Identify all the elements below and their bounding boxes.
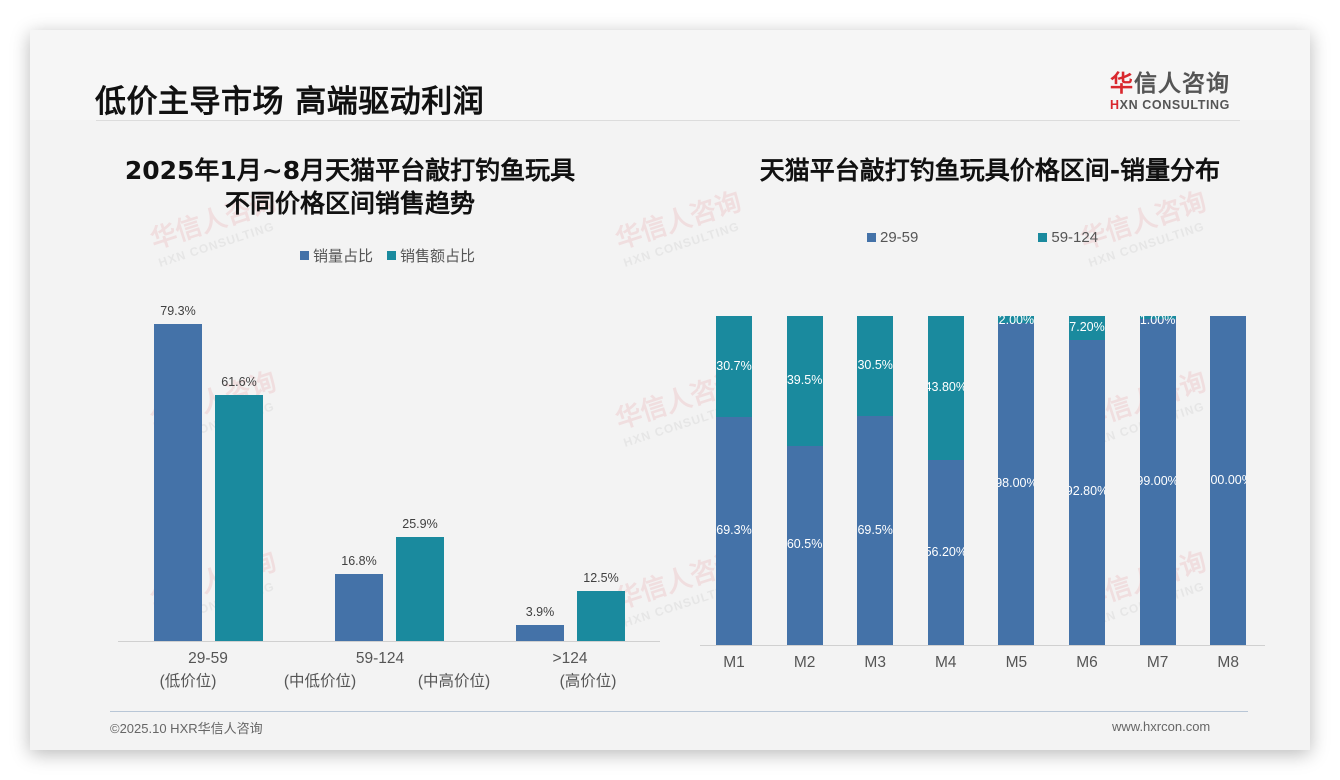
stacked-bar: 99.00% 1.00%: [1139, 316, 1176, 645]
bar-value-label: 79.3%: [160, 304, 196, 318]
segment-value-label: 1.00%: [1139, 316, 1176, 327]
legend-swatch-icon: [867, 233, 876, 242]
bar-value-label: 25.9%: [402, 517, 438, 532]
x-category-label: M5: [1005, 654, 1028, 671]
bar-revenue: [577, 591, 625, 641]
stacked-bar: 60.5% 39.5%: [786, 316, 823, 645]
x-category-label: >124: [552, 650, 588, 667]
bar-segment-59-124: [786, 316, 823, 446]
stacked-bar: 69.5% 30.5%: [857, 316, 894, 645]
legend-item-volume: 销量占比: [300, 245, 373, 266]
x-category-label: 59-124: [355, 650, 405, 667]
bar-volume: [335, 573, 383, 641]
bar-value-label: 16.8%: [341, 553, 377, 568]
legend-item-revenue: 销售额占比: [387, 245, 475, 266]
segment-value-label: 99.00%: [1139, 474, 1176, 489]
left-chart-title: 2025年1月~8月天猫平台敲打钓鱼玩具 不同价格区间销售趋势: [124, 156, 576, 218]
header-band: [30, 30, 1310, 120]
segment-value-label: 69.3%: [716, 523, 752, 537]
x-category-label: M2: [793, 654, 816, 671]
x-category-label: M7: [1146, 654, 1169, 671]
bar-segment-59-124: [857, 316, 894, 417]
footer-divider: [110, 711, 1248, 712]
segment-value-label: 30.7%: [716, 358, 752, 373]
segment-value-label: 7.20%: [1069, 319, 1105, 334]
segment-value-label: 100.00%: [1210, 472, 1246, 487]
segment-value-label: 56.20%: [927, 544, 964, 559]
slide: 华信人咨询 HXN CONSULTING 华信人咨询 HXN CONSULTING …: [30, 30, 1310, 750]
bar-segment-29-59: [786, 445, 823, 645]
x-category-label: 29-59: [188, 650, 228, 667]
page-title: 低价主导市场 高端驱动利润: [95, 84, 485, 120]
brand-logo: 华信人咨询 HXN CONSULTING: [1110, 71, 1230, 112]
bar-segment-59-124: [1069, 316, 1105, 340]
bar-segment-29-59: [716, 417, 752, 645]
x-category-sublabel: (中低价位): [283, 673, 357, 690]
left-chart-x-axis: [118, 641, 660, 642]
footer-copyright: ©2025.10 HXR华信人咨询: [110, 721, 263, 736]
legend-swatch-icon: [300, 251, 309, 260]
left-chart-legend: 销量占比 销售额占比: [300, 245, 475, 266]
bar-volume: [154, 324, 202, 641]
legend-swatch-icon: [387, 251, 397, 260]
x-category-label: M8: [1217, 654, 1239, 671]
segment-value-label: 98.00%: [998, 475, 1034, 490]
segment-value-label: 43.80%: [927, 380, 964, 395]
segment-value-label: 39.5%: [786, 372, 823, 387]
bar-segment-29-59: [857, 416, 894, 645]
x-category-label: M1: [723, 654, 745, 671]
x-category-label: M3: [864, 654, 886, 671]
legend-item-59-124: 59-124: [1038, 229, 1098, 246]
x-category-label: M4: [935, 654, 957, 671]
bar-segment-59-124: [716, 316, 752, 417]
bar-segment-59-124: [1139, 316, 1176, 320]
legend-item-29-59: 29-59: [867, 229, 918, 246]
x-category-sublabel: (低价位): [159, 673, 217, 690]
bar-revenue: [396, 537, 444, 641]
bar-value-label: 61.6%: [221, 374, 257, 389]
bar-segment-29-59: [1069, 339, 1105, 645]
right-chart-x-axis: [700, 645, 1265, 646]
stacked-bar: 100.00%: [1210, 316, 1247, 645]
bar-segment-59-124: [998, 316, 1035, 323]
bar-value-label: 12.5%: [583, 571, 619, 586]
segment-value-label: 2.00%: [998, 316, 1035, 327]
x-category-label: M6: [1076, 654, 1098, 671]
x-category-sublabel: (中高价位): [417, 673, 491, 690]
bar-segment-59-124: [927, 316, 964, 461]
stacked-bar: 69.3% 30.7%: [716, 316, 752, 645]
x-category-sublabel: (高价位): [559, 673, 617, 690]
footer-website[interactable]: www.hxrcon.com: [1112, 719, 1211, 734]
stacked-bar: 92.80% 7.20%: [1069, 316, 1105, 645]
segment-value-label: 92.80%: [1069, 484, 1105, 499]
bar-segment-29-59: [1139, 319, 1176, 645]
bar-volume: [516, 625, 564, 641]
bar-segment-29-59: [927, 460, 964, 645]
right-chart-legend: 29-59 59-124: [867, 229, 1098, 246]
legend-swatch-icon: [1038, 233, 1048, 242]
bar-segment-29-59: [998, 322, 1035, 645]
bar-value-label: 3.9%: [525, 605, 555, 620]
title-divider: [96, 120, 1240, 121]
segment-value-label: 60.5%: [786, 537, 823, 552]
right-chart-title: 天猫平台敲打钓鱼玩具价格区间-销量分布: [759, 156, 1221, 185]
bar-segment-29-59: [1210, 316, 1247, 645]
segment-value-label: 30.5%: [857, 358, 893, 373]
stacked-bar: 56.20% 43.80%: [927, 316, 964, 645]
stacked-bar: 98.00% 2.00%: [998, 316, 1035, 645]
bar-revenue: [215, 394, 263, 641]
segment-value-label: 69.5%: [857, 522, 893, 537]
